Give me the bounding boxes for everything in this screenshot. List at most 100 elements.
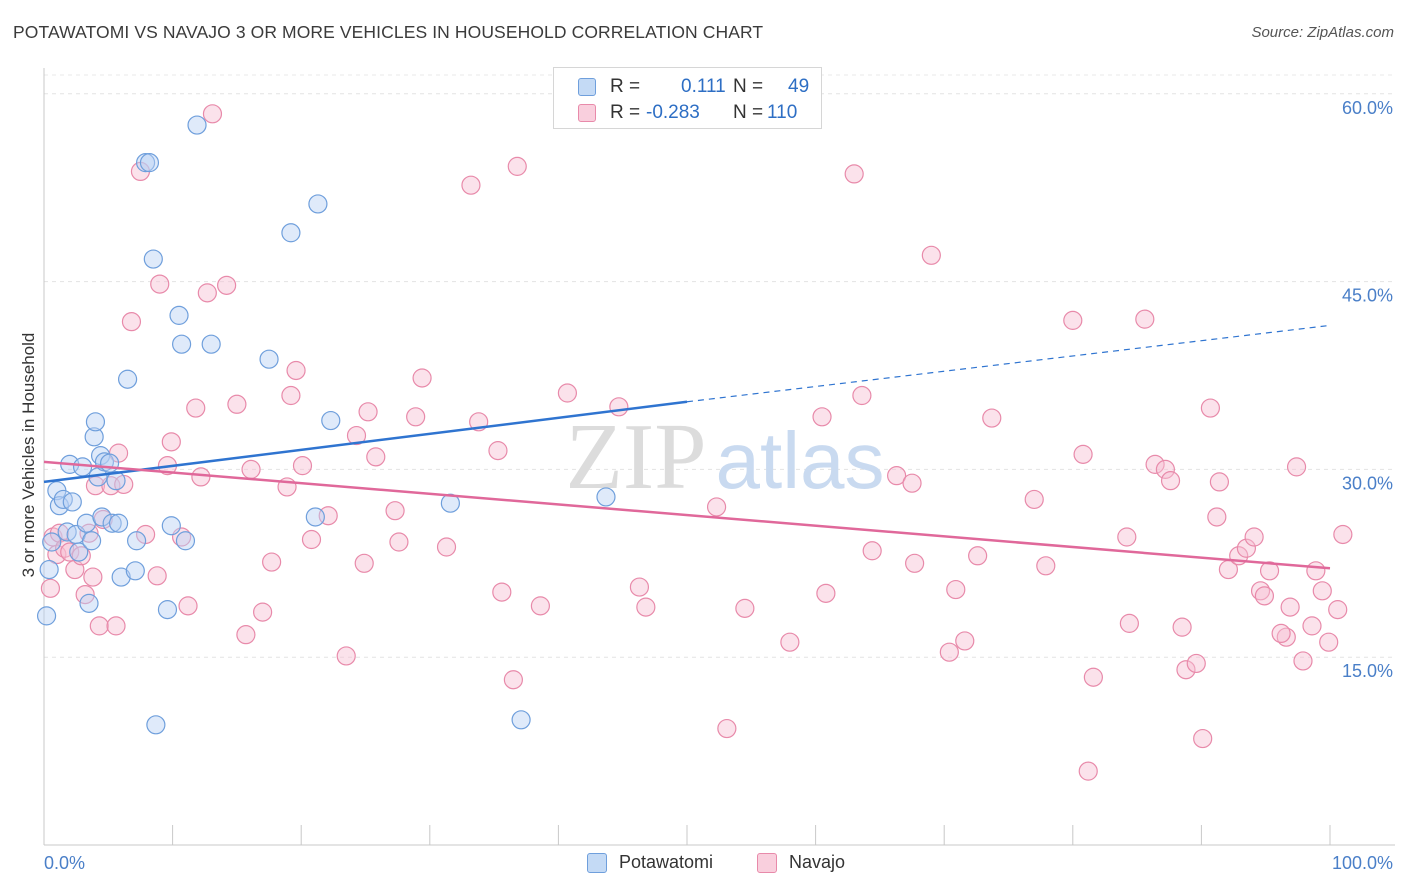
navajo-point [1207, 507, 1227, 527]
navajo-legend-swatch [757, 853, 777, 873]
chart-title: POTAWATOMI VS NAVAJO 3 OR MORE VEHICLES … [13, 22, 764, 42]
potawatomi-point [175, 531, 196, 551]
navajo-point [735, 598, 755, 618]
navajo-point [852, 385, 872, 406]
potawatomi-point [111, 567, 131, 587]
potawatomi-point [108, 513, 129, 533]
potawatomi-point [187, 115, 207, 135]
potawatomi-point [596, 487, 616, 507]
navajo-point [358, 402, 378, 422]
navajo-point [197, 283, 217, 303]
navajo-point [1244, 527, 1264, 547]
navajo-point [1319, 632, 1339, 652]
y-tick-label: 60.0% [1342, 98, 1393, 118]
potawatomi-point [85, 412, 106, 432]
navajo-point [186, 398, 206, 418]
navajo-point [461, 175, 481, 195]
potawatomi-point [125, 561, 145, 581]
r-value: 0.111 [681, 76, 726, 97]
potawatomi-point [172, 334, 192, 354]
potawatomi-trendline [43, 400, 688, 484]
navajo-point [385, 501, 405, 521]
navajo-point [406, 407, 426, 427]
potawatomi-point [281, 223, 301, 243]
navajo-point [902, 473, 922, 493]
navajo-point [1063, 310, 1083, 330]
navajo-point [812, 407, 832, 427]
potawatomi-point [72, 457, 93, 477]
potawatomi-trendline-projection [686, 324, 1331, 403]
navajo-point [253, 602, 273, 622]
potawatomi-point [117, 369, 138, 389]
navajo-point [1209, 472, 1230, 492]
potawatomi-point [92, 507, 112, 527]
potawatomi-point [102, 513, 122, 533]
navajo-point [150, 274, 170, 294]
navajo-point [1135, 309, 1155, 329]
potawatomi-point [201, 334, 221, 354]
navajo-point [816, 583, 836, 603]
navajo-point [1276, 627, 1296, 647]
navajo-point [1176, 660, 1196, 680]
potawatomi-point [511, 710, 531, 730]
trendlines [43, 324, 1331, 570]
navajo-point [436, 537, 457, 557]
navajo-point [1328, 600, 1348, 620]
navajo-point [921, 245, 941, 265]
navajo-point [191, 467, 211, 487]
y-tick-label: 30.0% [1342, 473, 1393, 493]
navajo-point [905, 553, 925, 573]
navajo-point [89, 616, 109, 636]
potawatomi-point [42, 532, 62, 552]
potawatomi-point [157, 600, 178, 620]
navajo-swatch [578, 104, 596, 122]
navajo-point [1193, 728, 1213, 749]
navajo-point [946, 579, 966, 600]
r-value: -0.283 [646, 102, 700, 123]
navajo-point [1117, 527, 1137, 547]
navajo-point [1293, 651, 1313, 671]
potawatomi-point [106, 471, 126, 491]
navajo-point [1271, 623, 1291, 644]
navajo-point [1078, 761, 1098, 781]
axes [43, 68, 1395, 846]
navajo-point [106, 616, 126, 636]
navajo-point [281, 385, 301, 406]
r-label: R = [610, 102, 641, 123]
navajo-point [354, 553, 374, 573]
navajo-point [629, 577, 650, 597]
navajo-point [1155, 459, 1175, 479]
navajo-point [227, 394, 247, 414]
navajo-point [83, 567, 103, 587]
navajo-point [1160, 471, 1181, 491]
x-tick-label: 100.0% [1332, 853, 1393, 873]
potawatomi-points [36, 115, 616, 735]
navajo-point [636, 597, 656, 617]
potawatomi-point [321, 410, 341, 431]
navajo-point [1333, 524, 1353, 545]
navajo-point [1236, 538, 1257, 558]
navajo-point [1119, 613, 1139, 633]
navajo-point [1073, 444, 1093, 464]
navajo-point [286, 360, 306, 381]
potawatomi-point [308, 194, 328, 214]
grid-lines [44, 74, 1395, 658]
navajo-trendline [43, 460, 1331, 570]
potawatomi-point [440, 493, 460, 513]
n-value: 110 [767, 102, 798, 123]
potawatomi-point [143, 249, 163, 269]
potawatomi-point [81, 531, 102, 551]
potawatomi-point [62, 492, 82, 512]
navajo-point [1036, 556, 1056, 576]
navajo-point [1312, 581, 1332, 601]
navajo-point [1286, 457, 1307, 477]
navajo-point [1259, 561, 1280, 581]
navajo-point [217, 275, 237, 295]
y-axis-label: 3 or more Vehicles in Household [19, 333, 38, 578]
potawatomi-swatch [578, 78, 596, 96]
navajo-point [236, 625, 256, 645]
navajo-point [262, 552, 282, 572]
navajo-point [292, 456, 313, 476]
navajo-point [40, 578, 61, 598]
navajo-point [609, 397, 629, 417]
